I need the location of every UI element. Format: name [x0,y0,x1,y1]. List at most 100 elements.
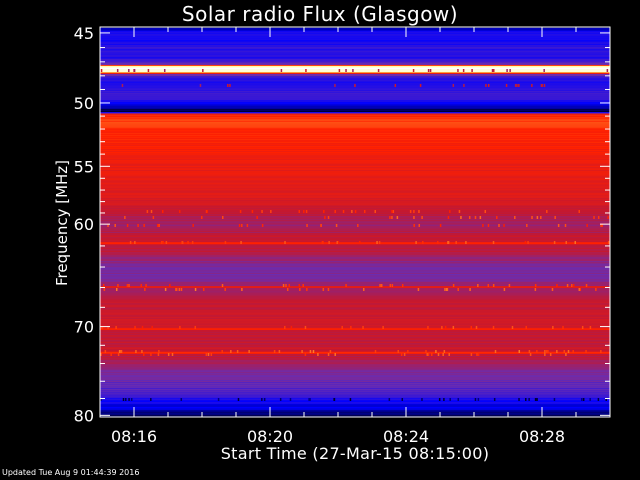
spectrum-row [100,389,610,390]
spectrum-row [100,361,610,362]
spectrum-row [100,335,610,336]
burst-speckle [536,398,538,401]
burst-speckle [324,216,326,219]
spectrum-row [100,327,610,328]
burst-speckle [354,210,357,213]
spectrum-row [100,87,610,88]
burst-speckle [448,353,450,356]
spectrum-row [100,147,610,148]
burst-speckle [134,326,136,329]
spectrum-row [100,238,610,239]
burst-speckle [529,353,532,356]
burst-speckle [417,288,420,291]
burst-speckle [545,350,548,353]
chart-title: Solar radio Flux (Glasgow) [181,2,459,26]
plot-frame [99,26,611,418]
spectrum-row [100,357,610,358]
burst-speckle [124,216,126,219]
spectrum-row [100,34,610,35]
spectrum-row [100,254,610,255]
spectrum-row [100,334,610,335]
spectrum-row [100,194,610,195]
spectrum-row [100,76,610,77]
burst-speckle [150,353,152,356]
spectrum-row [100,376,610,377]
spectrum-row [100,93,610,94]
spectrum-row [100,190,610,191]
burst-speckle [528,350,531,353]
burst-speckle [240,241,242,244]
burst-speckle [354,84,356,87]
burst-speckle [443,350,446,353]
spectrum-row [100,391,610,392]
spectrum-row [100,312,610,313]
y-axis-label: Frequency [MHz] [53,159,71,287]
spectrum-row [100,237,610,238]
burst-speckle [320,224,322,227]
burst-speckle [531,84,533,87]
burst-speckle [418,224,421,227]
burst-speckle [482,224,484,227]
spectrum-row [100,380,610,381]
x-tick-label: 08:20 [247,427,293,446]
burst-speckle [241,224,243,227]
burst-speckle [327,288,330,291]
burst-speckle [334,84,336,87]
burst-speckle [511,326,514,329]
spectrum-row [100,68,610,69]
spectrum-row [100,223,610,224]
burst-speckle [334,353,336,356]
burst-speckle [229,84,231,87]
spectrum-row [100,266,610,267]
burst-speckle [246,224,249,227]
burst-speckle [600,224,602,227]
spectrum-row [100,269,610,270]
spectrum-row [100,286,610,287]
burst-speckle [427,326,429,329]
burst-speckle [171,353,174,356]
burst-speckle [126,224,129,227]
spectrum-row [100,126,610,127]
spectrum-row [100,263,610,264]
spectrum-row [100,318,610,319]
spectrum-row [100,225,610,226]
spectrum-row [100,134,610,135]
spectrum-row [100,159,610,160]
burst-speckle [199,84,202,87]
burst-speckle [150,398,152,401]
burst-speckle [143,224,145,227]
spectrum-row [100,274,610,275]
burst-speckle [137,224,139,227]
burst-speckle [476,353,478,356]
spectrum-row [100,107,610,108]
spectrum-row [100,382,610,383]
burst-speckle [474,398,477,401]
burst-speckle [202,288,205,291]
burst-speckle [350,326,352,329]
spectrum-row [100,326,610,327]
burst-speckle [547,350,549,353]
burst-speckle [597,398,600,401]
spectrum-row [100,403,610,404]
burst-speckle [556,284,558,287]
spectrum-row [100,125,610,126]
burst-speckle [470,353,473,356]
burst-speckle [431,353,433,356]
spectrum-row [100,187,610,188]
spectrum-row [100,138,610,139]
burst-speckle [418,210,420,213]
burst-speckle [217,398,220,401]
burst-speckle [477,353,480,356]
burst-speckle [345,69,347,72]
spectrum-row [100,181,610,182]
burst-speckle [437,353,440,356]
burst-speckle [543,84,546,87]
spectrum-row [100,28,610,29]
spectrum-row [100,409,610,410]
burst-speckle [403,353,406,356]
spectrum-row [100,139,610,140]
spectrum-row [100,291,610,292]
spectrum-row [100,77,610,78]
burst-speckle [334,210,336,213]
burst-speckle [567,350,570,353]
